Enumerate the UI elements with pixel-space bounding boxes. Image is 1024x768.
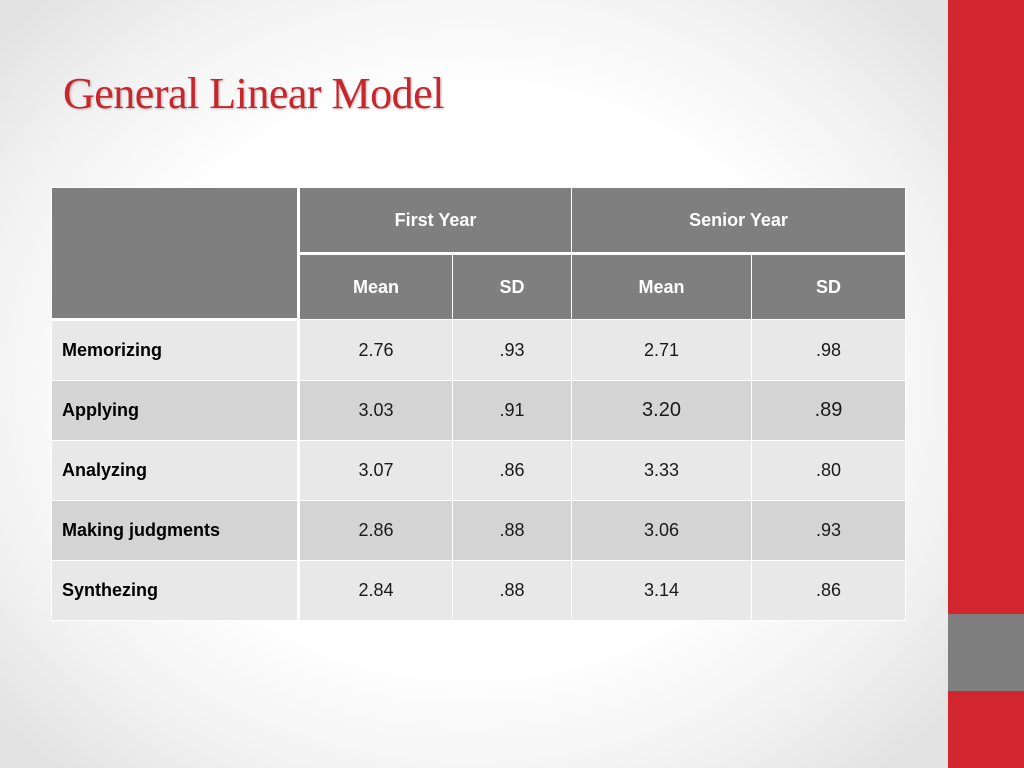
senior-year-sd-cell: .89: [751, 380, 907, 441]
senior-year-sd-cell: .86: [751, 560, 907, 621]
first-year-mean-cell: 2.84: [298, 560, 453, 621]
table-row: Analyzing 3.07 .86 3.33 .80: [51, 440, 907, 501]
first-year-mean-cell: 2.76: [298, 319, 453, 381]
side-accent-bar-red-bottom: [948, 691, 1024, 768]
first-year-mean-cell: 3.07: [298, 440, 453, 501]
table-group-header-row: First Year Senior Year: [51, 187, 907, 321]
row-label: Memorizing: [51, 319, 300, 381]
table-row: Memorizing 2.76 .93 2.71 .98: [51, 319, 907, 381]
row-label: Making judgments: [51, 500, 300, 561]
first-year-sd-cell: .91: [451, 380, 573, 441]
senior-year-mean-cell: 3.14: [571, 560, 753, 621]
senior-year-sd-cell: .93: [751, 500, 907, 561]
first-year-sd-cell: .88: [451, 500, 573, 561]
table-subheader-row: Mean SD Mean SD: [52, 253, 907, 320]
senior-year-sd-cell: .80: [751, 440, 907, 501]
side-accent-bar-gray: [948, 614, 1024, 691]
table-row: Applying 3.03 .91 3.20 .89: [51, 380, 907, 441]
subheader-senior-year-mean: Mean: [571, 253, 753, 320]
table-row: Making judgments 2.86 .88 3.06 .93: [51, 500, 907, 561]
first-year-sd-cell: .88: [451, 560, 573, 621]
group-header-senior-year: Senior Year: [571, 187, 907, 255]
slide-title: General Linear Model: [63, 69, 444, 118]
row-label: Applying: [51, 380, 300, 441]
first-year-sd-cell: .93: [451, 319, 573, 381]
senior-year-mean-cell: 2.71: [571, 319, 753, 381]
subheader-first-year-sd: SD: [451, 253, 573, 320]
table-row: Synthezing 2.84 .88 3.14 .86: [51, 560, 907, 621]
side-accent-bar-red-top: [948, 0, 1024, 614]
senior-year-mean-cell: 3.20: [571, 380, 753, 441]
row-label: Synthezing: [51, 560, 300, 621]
row-label: Analyzing: [51, 440, 300, 501]
group-header-first-year: First Year: [297, 187, 573, 255]
data-table: First Year Senior Year Mean SD Mean SD M…: [51, 187, 907, 621]
first-year-sd-cell: .86: [451, 440, 573, 501]
table-corner-cell: [51, 187, 300, 321]
subheader-first-year-mean: Mean: [298, 253, 453, 320]
senior-year-mean-cell: 3.06: [571, 500, 753, 561]
senior-year-mean-cell: 3.33: [571, 440, 753, 501]
subheader-senior-year-sd: SD: [751, 253, 907, 320]
first-year-mean-cell: 2.86: [298, 500, 453, 561]
first-year-mean-cell: 3.03: [298, 380, 453, 441]
senior-year-sd-cell: .98: [751, 319, 907, 381]
